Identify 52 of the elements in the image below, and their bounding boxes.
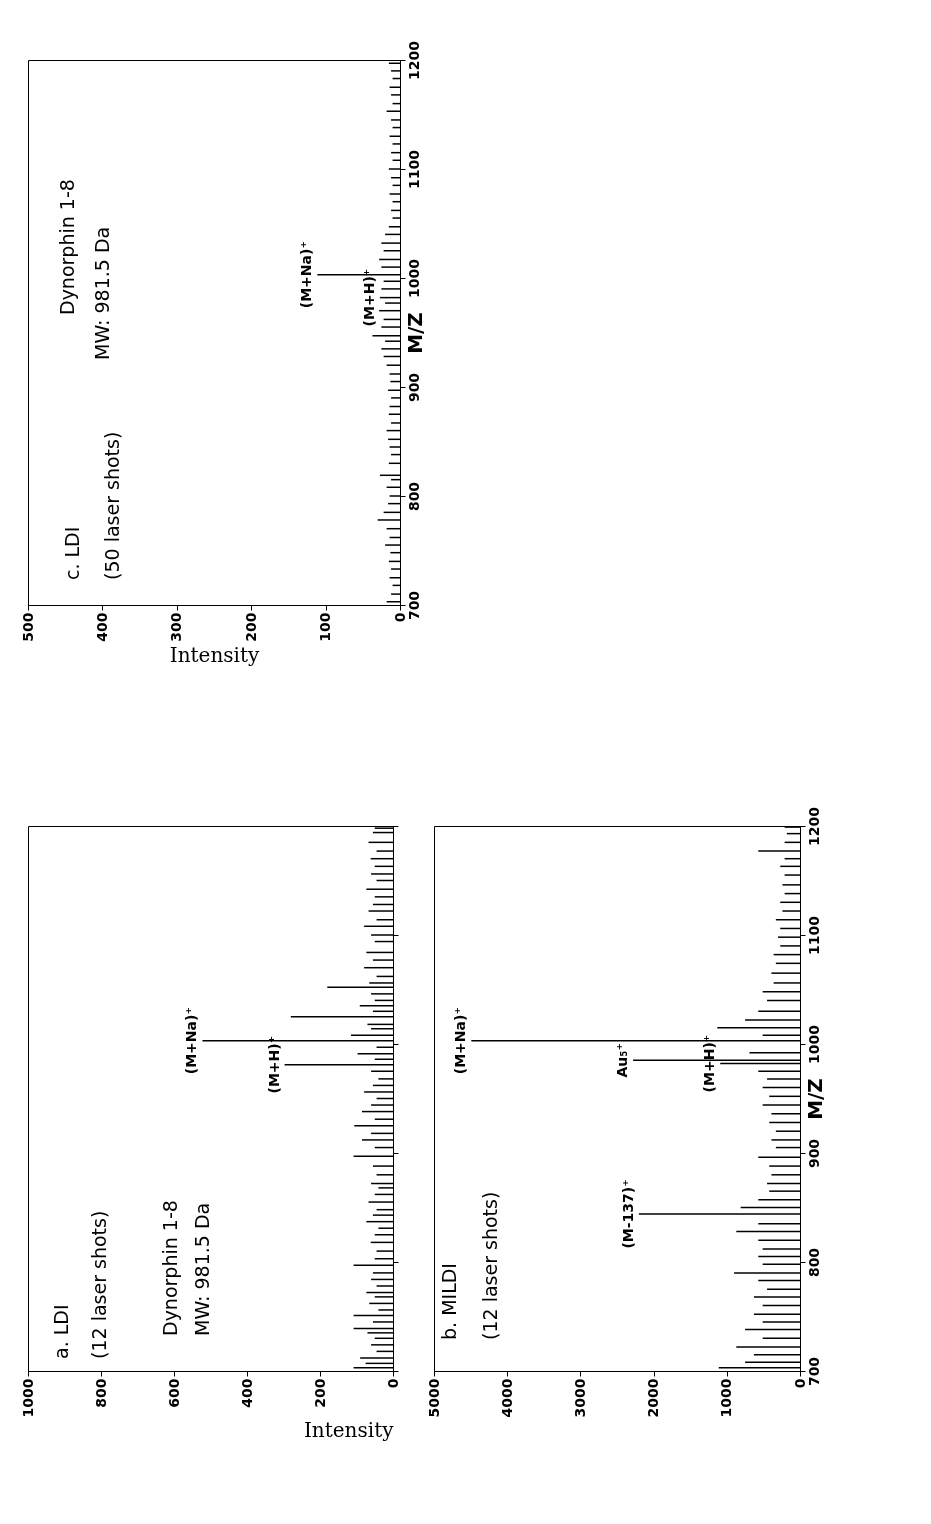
x-tick-label: 300 [168,612,185,642]
y-axis-title: M/Z [802,1078,827,1120]
annotation: c. LDI [61,526,83,580]
x-tick-label: 500 [19,612,36,642]
x-tick-label: 0 [384,1378,401,1389]
y-tick-label: 1200 [805,806,822,846]
y-tick-label: 800 [805,1247,822,1278]
x-axis-title: Intensity [169,642,260,667]
annotation: Dynorphin 1-8 [56,179,78,315]
x-tick-label: 800 [92,1378,109,1408]
annotation: MW: 981.5 Da [91,226,113,360]
y-tick-label: 700 [405,590,422,621]
y-tick-label: 1100 [805,915,822,955]
x-tick-label: 4000 [498,1378,515,1418]
annotation: (M+H)⁺ [701,1034,718,1093]
annotation: (12 laser shots) [479,1191,501,1340]
annotation: a. LDI [50,1304,72,1359]
y-tick-label: 900 [805,1138,822,1169]
annotation: Au₅⁺ [614,1043,631,1078]
y-tick-label: 1000 [805,1024,822,1064]
annotation: (M+Na)⁺ [298,241,315,309]
x-tick-label: 3000 [571,1378,588,1418]
x-tick-label: 5000 [425,1378,442,1418]
x-tick-label: 1000 [718,1378,735,1418]
y-tick-label: 1200 [405,40,422,80]
y-tick-label: 900 [405,372,422,403]
y-tick-label: 1000 [405,258,422,298]
x-tick-label: 1000 [19,1378,36,1418]
annotation: b. MILDI [438,1263,460,1340]
x-tick-label: 600 [165,1378,182,1408]
annotation: (M-137)⁺ [619,1179,636,1249]
y-tick-label: 1100 [405,149,422,189]
annotation: (M+Na)⁺ [183,1007,200,1075]
annotation: Dynorphin 1-8 [159,1200,181,1336]
annotation: (M+H)⁺ [265,1035,282,1094]
annotation: (12 laser shots) [88,1210,110,1359]
annotation: MW: 981.5 Da [191,1202,213,1336]
x-tick-label: 400 [238,1378,255,1408]
x-tick-label: 0 [391,612,408,623]
y-tick-label: 700 [805,1356,822,1387]
x-tick-label: 400 [93,612,110,642]
annotation: (M+Na)⁺ [452,1007,469,1075]
x-axis-title: Intensity [303,1418,395,1443]
x-tick-label: 200 [311,1378,328,1408]
x-tick-label: 200 [242,612,259,642]
annotation: (50 laser shots) [101,431,123,580]
x-tick-label: 100 [317,612,334,642]
y-axis-title: M/Z [402,312,427,354]
x-tick-label: 2000 [645,1378,662,1418]
annotation: (M+H)⁺ [360,268,377,327]
y-tick-label: 800 [405,481,422,512]
x-tick-label: 0 [791,1378,808,1389]
